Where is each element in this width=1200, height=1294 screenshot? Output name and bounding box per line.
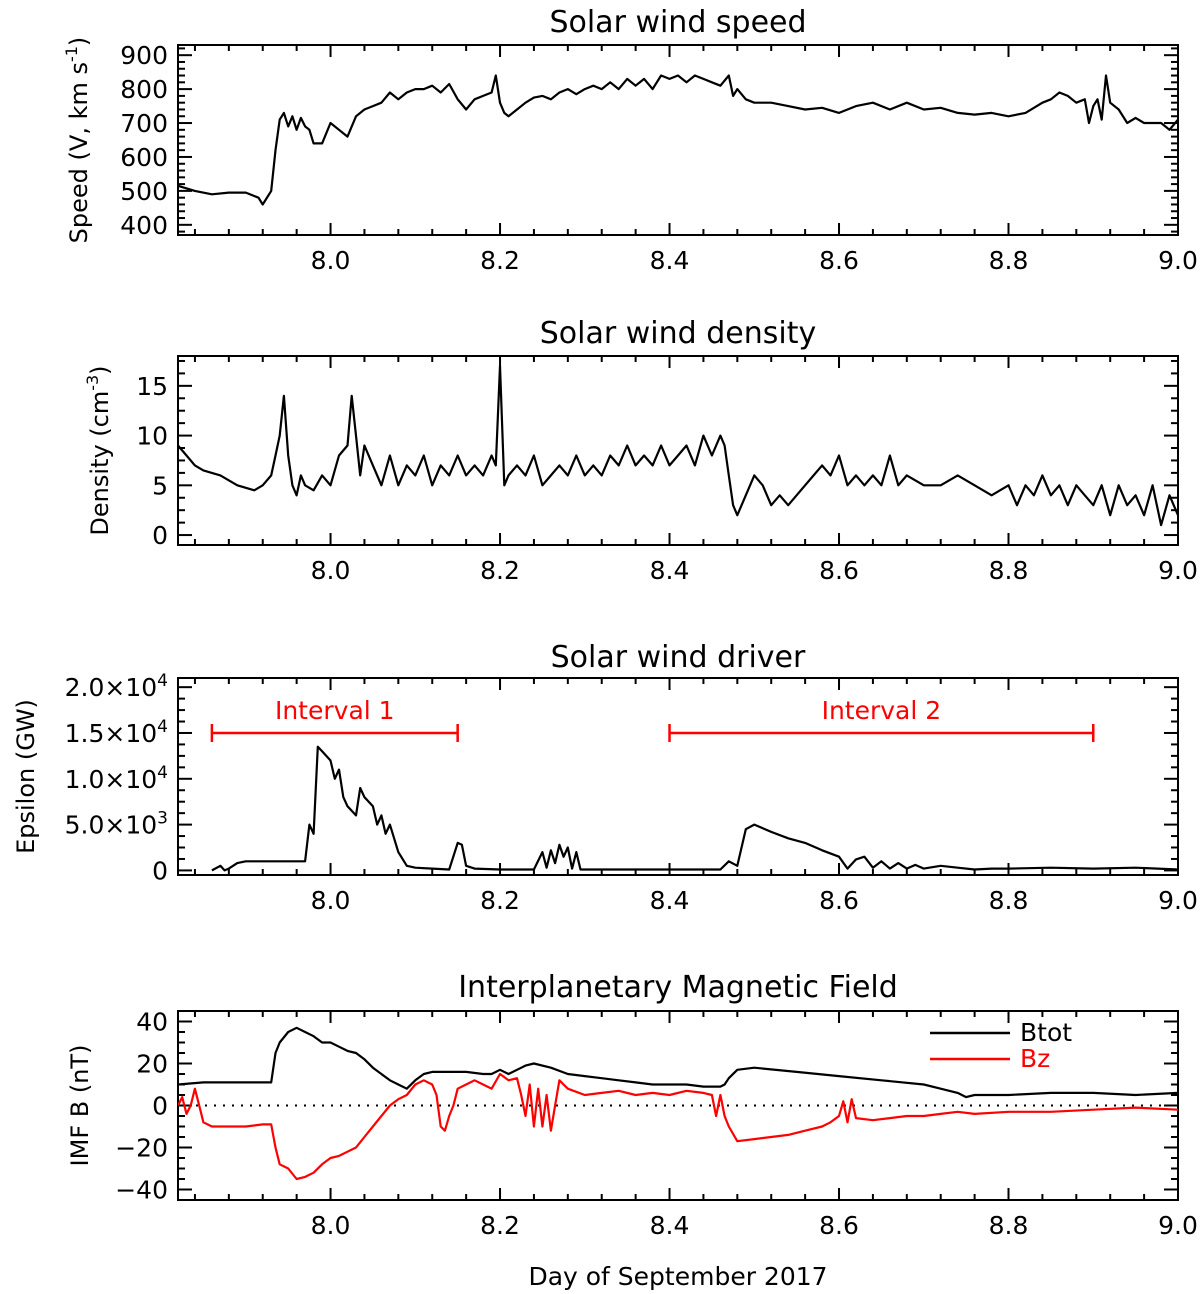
y-tick-label: 1.5×104 (65, 717, 168, 748)
x-tick-label: 8.0 (311, 556, 351, 585)
x-tick-label: 8.2 (480, 246, 520, 275)
y-tick-label: 700 (120, 109, 168, 138)
series-line-bz (178, 1072, 1178, 1181)
x-tick-label: 8.6 (819, 1211, 859, 1240)
chart-title: Solar wind driver (551, 640, 806, 675)
x-tick-label: 8.8 (989, 556, 1029, 585)
y-tick-label: 0 (152, 856, 168, 885)
series-line-1 (178, 74, 1178, 206)
x-tick-label: 8.0 (311, 1211, 351, 1240)
x-tick-label: 9.0 (1158, 556, 1198, 585)
y-axis-label: Epsilon (GW) (12, 699, 40, 854)
y-tick-label: −40 (115, 1176, 168, 1205)
plot-frame (177, 355, 1179, 546)
x-tick-label: 8.8 (989, 1211, 1029, 1240)
series-line-1 (211, 745, 1178, 872)
x-tick-label: 9.0 (1158, 886, 1198, 915)
y-tick-label: 2.0×104 (65, 671, 168, 702)
x-tick-label: 8.4 (650, 556, 690, 585)
x-axis-label: Day of September 2017 (528, 1262, 827, 1291)
y-tick-label: 1.0×104 (65, 763, 168, 794)
y-axis-label: IMF B (nT) (66, 1045, 94, 1167)
x-tick-label: 9.0 (1158, 1211, 1198, 1240)
x-tick-label: 8.4 (650, 1211, 690, 1240)
plot-frame (177, 677, 1179, 876)
x-tick-label: 8.6 (819, 246, 859, 275)
y-tick-label: 40 (136, 1008, 168, 1037)
y-tick-label: 15 (136, 372, 168, 401)
plot-frame (177, 44, 1179, 236)
interval-label-1: Interval 1 (275, 696, 395, 725)
y-tick-label: 0 (152, 1092, 168, 1121)
y-tick-label: 500 (120, 177, 168, 206)
series-line-1 (178, 364, 1178, 527)
x-tick-label: 9.0 (1158, 246, 1198, 275)
x-tick-label: 8.4 (650, 246, 690, 275)
y-tick-label: 800 (120, 75, 168, 104)
y-tick-label: −20 (115, 1134, 168, 1163)
y-tick-label: 10 (136, 422, 168, 451)
chart-title: Interplanetary Magnetic Field (458, 970, 898, 1005)
y-tick-label: 5 (152, 471, 168, 500)
x-tick-label: 8.6 (819, 886, 859, 915)
y-axis-label: Density (cm-3) (83, 365, 114, 535)
x-tick-label: 8.8 (989, 246, 1029, 275)
x-tick-label: 8.2 (480, 1211, 520, 1240)
y-tick-label: 900 (120, 41, 168, 70)
x-tick-label: 8.2 (480, 886, 520, 915)
y-tick-label: 600 (120, 143, 168, 172)
interval-label-2: Interval 2 (822, 696, 942, 725)
panel-3: Solar wind driver 8.0 8.2 8.4 8.6 8.8 9.0 0 5.0×… (12, 640, 1198, 915)
y-tick-label: 0 (152, 521, 168, 550)
series-line-btot (178, 1026, 1178, 1099)
x-tick-label: 8.6 (819, 556, 859, 585)
panel-4: Interplanetary Magnetic Field 8.0 8.2 8.4 8.… (66, 970, 1198, 1291)
x-tick-label: 8.8 (989, 886, 1029, 915)
y-tick-label: 400 (120, 211, 168, 240)
y-axis-label: Speed (V, km s-1) (62, 37, 93, 244)
x-tick-label: 8.2 (480, 556, 520, 585)
panel-2: Solar wind density 8.0 8.2 8.4 8.6 8.8 9.0 0 5 10… (83, 316, 1198, 585)
chart-title: Solar wind density (540, 316, 816, 351)
legend-label-bz: Bz (1020, 1044, 1050, 1073)
chart-title: Solar wind speed (549, 5, 806, 40)
x-tick-label: 8.0 (311, 886, 351, 915)
x-tick-label: 8.0 (311, 246, 351, 275)
panel-1: Solar wind speed 8.0 8.2 8.4 8.6 8.8 9.0 400 500… (62, 5, 1198, 275)
y-tick-label: 5.0×103 (65, 809, 168, 840)
y-tick-label: 20 (136, 1050, 168, 1079)
x-tick-label: 8.4 (650, 886, 690, 915)
legend-label-btot: Btot (1020, 1018, 1072, 1047)
